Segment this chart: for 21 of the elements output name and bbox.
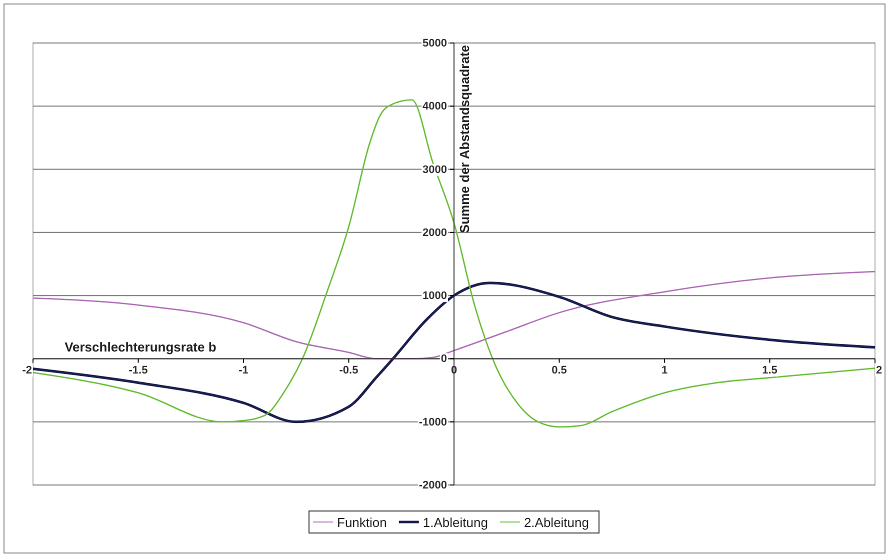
x-tick-label: -1.5 [128,364,148,377]
x-tick-label: -2 [22,364,32,377]
x-tick-label: 1 [661,364,668,377]
y-tick-label: -1000 [418,416,447,428]
x-tick-label: -1 [238,364,248,377]
y-tick-label: 1000 [422,290,447,302]
x-tick-label: 0.5 [552,364,567,377]
y-tick-label: -2000 [418,480,447,492]
x-tick-label: 2 [876,364,882,377]
x-tick-label: 1.5 [762,364,778,377]
y-axis-title: Summe der Abstandsquadrate [457,45,472,234]
x-axis-title: Verschlechterungsrate b [64,340,216,355]
y-tick-label: 0 [440,353,447,366]
legend-label: 1.Ableitung [422,515,488,530]
y-tick-label: 4000 [422,100,447,113]
legend-label: 2.Ableitung [524,515,589,530]
legend-label: Funktion [337,515,387,530]
x-tick-label: -0.5 [339,364,358,377]
y-tick-label: 3000 [422,164,447,176]
y-tick-label: 2000 [422,226,447,239]
y-tick-label: 5000 [422,38,447,50]
